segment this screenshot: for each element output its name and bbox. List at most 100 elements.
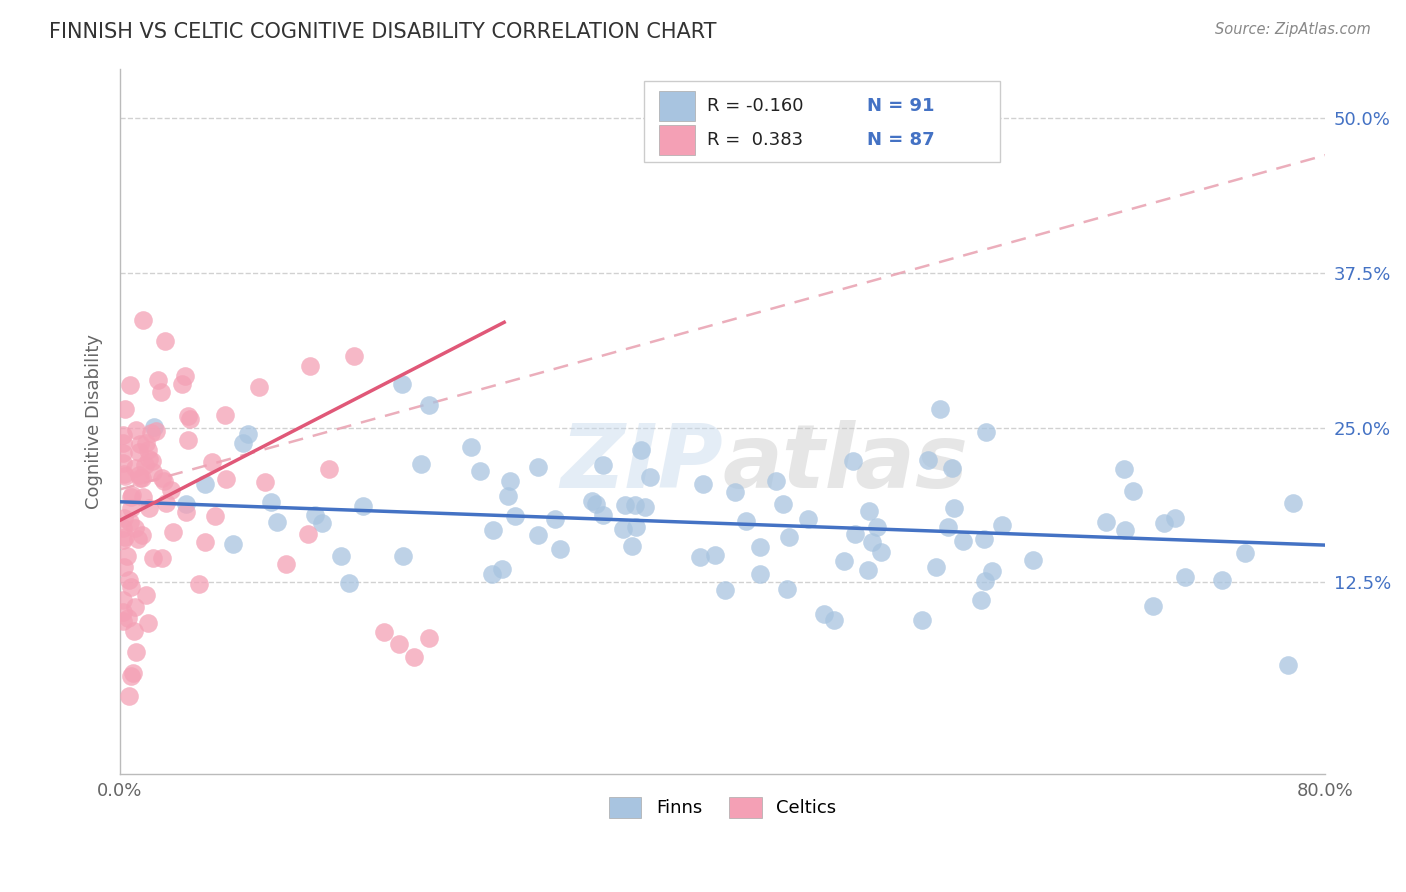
Point <box>121 488 143 502</box>
Bar <box>659 125 695 154</box>
Point <box>1095 516 1118 530</box>
Point <box>842 454 865 468</box>
Point <box>976 425 998 439</box>
Point <box>418 398 440 412</box>
Point <box>142 465 165 479</box>
Point <box>527 459 550 474</box>
Point <box>120 377 142 392</box>
Point <box>131 471 153 485</box>
Point <box>114 530 136 544</box>
Point <box>481 566 503 581</box>
Point <box>304 508 326 523</box>
Point <box>748 567 770 582</box>
Point <box>352 499 374 513</box>
Point <box>170 377 193 392</box>
Bar <box>659 91 695 120</box>
Point <box>772 497 794 511</box>
Point <box>1114 524 1136 538</box>
Point <box>111 593 134 607</box>
Point <box>194 534 217 549</box>
Point <box>120 669 142 683</box>
Point <box>544 512 567 526</box>
Point <box>117 611 139 625</box>
Point <box>174 497 197 511</box>
Point <box>498 474 520 488</box>
Point <box>1164 511 1187 525</box>
Point <box>392 549 415 564</box>
Point <box>174 505 197 519</box>
Point <box>724 485 747 500</box>
Point <box>139 425 162 440</box>
Point <box>388 637 411 651</box>
Point <box>832 554 855 568</box>
Point <box>581 494 603 508</box>
Point <box>624 498 647 512</box>
Point <box>910 614 932 628</box>
Point <box>630 443 652 458</box>
Point <box>215 472 238 486</box>
Point <box>143 419 166 434</box>
Point <box>936 520 959 534</box>
Point <box>624 519 647 533</box>
Point <box>778 530 800 544</box>
Point <box>391 377 413 392</box>
Point <box>418 631 440 645</box>
Point <box>974 574 997 589</box>
Point <box>941 460 963 475</box>
Point <box>844 527 866 541</box>
Point <box>704 549 727 563</box>
Point <box>823 613 845 627</box>
Point <box>496 489 519 503</box>
Point <box>132 491 155 505</box>
Point <box>232 436 254 450</box>
Point <box>942 500 965 515</box>
Point <box>159 483 181 498</box>
Point <box>138 501 160 516</box>
Point <box>621 540 644 554</box>
Point <box>640 469 662 483</box>
Point <box>247 380 270 394</box>
Point <box>1114 462 1136 476</box>
Point <box>150 385 173 400</box>
Point <box>343 349 366 363</box>
Point <box>503 508 526 523</box>
Point <box>980 564 1002 578</box>
Point <box>491 561 513 575</box>
Point <box>118 573 141 587</box>
Point <box>145 424 167 438</box>
Point <box>201 455 224 469</box>
Point <box>692 477 714 491</box>
Point <box>311 516 333 531</box>
Point <box>135 588 157 602</box>
Point <box>194 477 217 491</box>
Point <box>330 549 353 563</box>
Point <box>1233 546 1256 560</box>
Point <box>973 532 995 546</box>
Point <box>1282 496 1305 510</box>
Point <box>860 535 883 549</box>
Point <box>124 599 146 614</box>
Point <box>174 368 197 383</box>
Point <box>150 551 173 566</box>
Text: atlas: atlas <box>723 420 969 508</box>
Point <box>1021 553 1043 567</box>
Point <box>111 533 134 547</box>
Point <box>111 521 134 535</box>
Text: ZIP: ZIP <box>560 420 723 508</box>
Point <box>592 508 614 522</box>
Point <box>124 521 146 535</box>
Point <box>153 474 176 488</box>
Point <box>470 464 492 478</box>
Point <box>991 518 1014 533</box>
Point <box>111 436 134 450</box>
Text: FINNISH VS CELTIC COGNITIVE DISABILITY CORRELATION CHART: FINNISH VS CELTIC COGNITIVE DISABILITY C… <box>49 22 717 42</box>
Point <box>924 559 946 574</box>
Point <box>858 564 880 578</box>
Point <box>118 516 141 530</box>
Point <box>132 312 155 326</box>
Point <box>153 334 176 348</box>
Point <box>775 582 797 597</box>
Point <box>114 401 136 416</box>
Text: R = -0.160: R = -0.160 <box>707 97 803 115</box>
Point <box>111 456 134 470</box>
